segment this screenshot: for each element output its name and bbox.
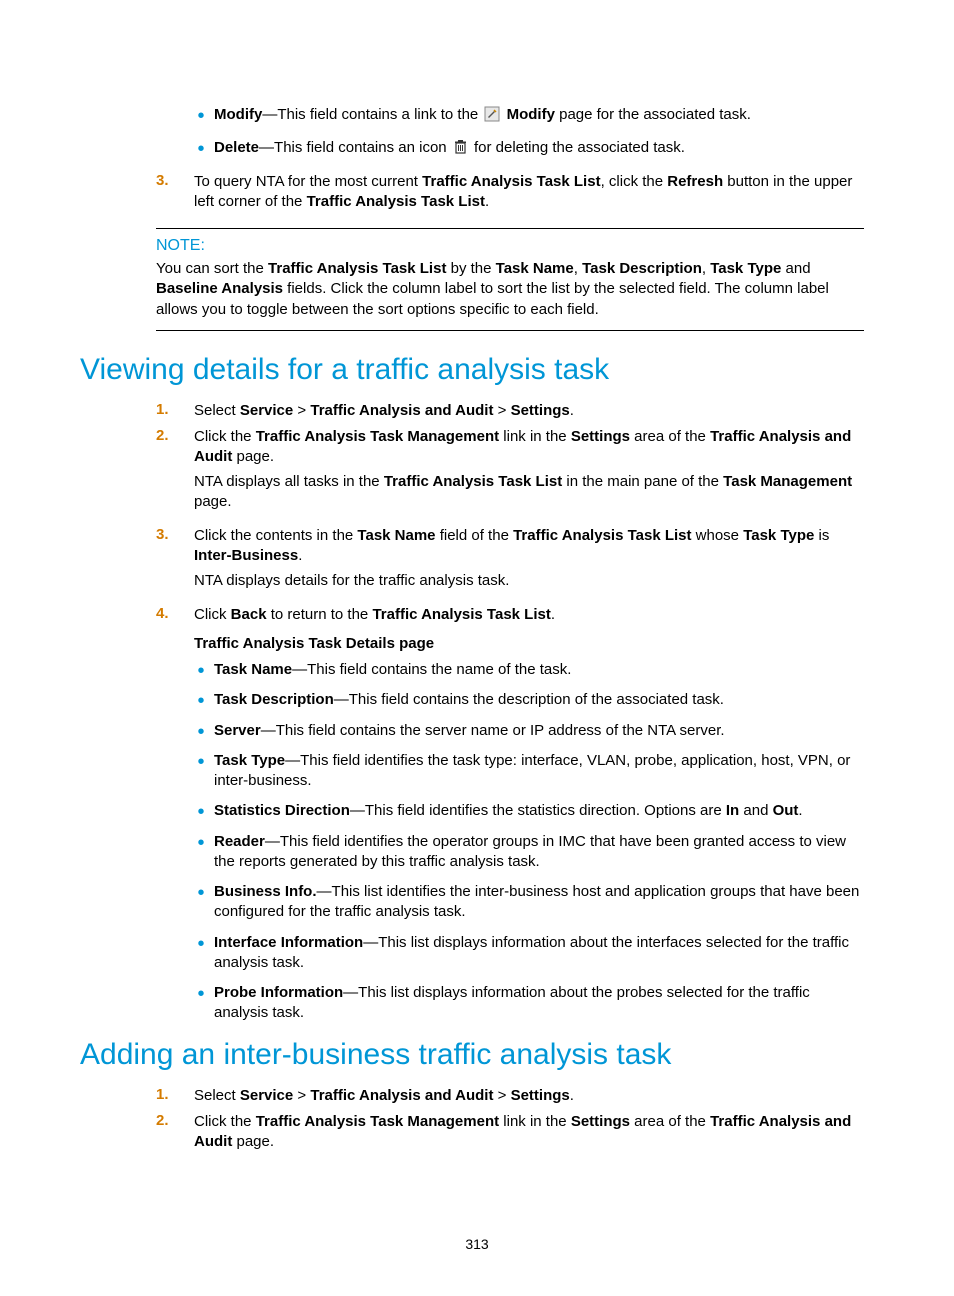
list-item-body: Modify—This field contains a link to the… — [214, 105, 864, 128]
bullet-icon: • — [90, 721, 214, 741]
bullet-icon: • — [90, 933, 214, 974]
note-label: NOTE: — [156, 237, 864, 255]
text: —This field contains an icon — [259, 139, 451, 156]
list-item: •Interface Information—This list display… — [90, 933, 864, 974]
list-item: •Probe Information—This list displays in… — [90, 983, 864, 1024]
step-3-para: NTA displays details for the traffic ana… — [194, 571, 864, 591]
step-3-list: 3. To query NTA for the most current Tra… — [90, 172, 864, 213]
bullet-icon: • — [90, 138, 214, 161]
list-item-body: Delete—This field contains an icon for d… — [214, 138, 864, 161]
details-subhead: Traffic Analysis Task Details page — [90, 635, 864, 652]
step-body: Select Service > Traffic Analysis and Au… — [194, 401, 864, 421]
step-2: 2. Click the Traffic Analysis Task Manag… — [90, 1112, 864, 1153]
modify-delete-list: • Modify—This field contains a link to t… — [90, 105, 864, 162]
text: —This field contains a link to the — [262, 106, 482, 123]
link-bold: Modify — [507, 106, 555, 123]
step-2-para: NTA displays all tasks in the Traffic An… — [194, 472, 864, 513]
details-list: •Task Name—This field contains the name … — [90, 660, 864, 1024]
step-body: Click the Traffic Analysis Task Manageme… — [194, 427, 864, 520]
list-item: •Task Description—This field contains th… — [90, 690, 864, 710]
adding-steps: 1. Select Service > Traffic Analysis and… — [90, 1086, 864, 1153]
step-number: 3. — [90, 172, 194, 213]
note-box: NOTE: You can sort the Traffic Analysis … — [156, 228, 864, 331]
list-item: •Business Info.—This list identifies the… — [90, 882, 864, 923]
heading-viewing: Viewing details for a traffic analysis t… — [80, 353, 864, 387]
text: page for the associated task. — [555, 106, 751, 123]
step-number: 2. — [90, 1112, 194, 1153]
step-2: 2. Click the Traffic Analysis Task Manag… — [90, 427, 864, 520]
step-body: Click the Traffic Analysis Task Manageme… — [194, 1112, 864, 1153]
list-item: •Reader—This field identifies the operat… — [90, 832, 864, 873]
page-313: • Modify—This field contains a link to t… — [0, 0, 954, 1296]
note-body: You can sort the Traffic Analysis Task L… — [156, 259, 864, 320]
bullet-icon: • — [90, 751, 214, 792]
delete-icon — [453, 139, 468, 161]
step-body: Click Back to return to the Traffic Anal… — [194, 605, 864, 625]
step-number: 2. — [90, 427, 194, 520]
bullet-icon: • — [90, 832, 214, 873]
page-number: 313 — [0, 1236, 954, 1252]
bullet-icon: • — [90, 105, 214, 128]
bullet-icon: • — [90, 882, 214, 923]
step-number: 1. — [90, 401, 194, 421]
step-1: 1. Select Service > Traffic Analysis and… — [90, 401, 864, 421]
text: for deleting the associated task. — [474, 139, 685, 156]
list-item: • Modify—This field contains a link to t… — [90, 105, 864, 128]
modify-icon — [484, 106, 500, 128]
step-body: To query NTA for the most current Traffi… — [194, 172, 864, 213]
bullet-icon: • — [90, 801, 214, 821]
lead-term: Modify — [214, 106, 262, 123]
bullet-icon: • — [90, 690, 214, 710]
bullet-icon: • — [90, 983, 214, 1024]
step-1: 1. Select Service > Traffic Analysis and… — [90, 1086, 864, 1106]
step-body: Select Service > Traffic Analysis and Au… — [194, 1086, 864, 1106]
lead-term: Delete — [214, 139, 259, 156]
step-number: 1. — [90, 1086, 194, 1106]
step-3: 3. To query NTA for the most current Tra… — [90, 172, 864, 213]
step-number: 4. — [90, 605, 194, 625]
step-4: 4. Click Back to return to the Traffic A… — [90, 605, 864, 625]
list-item: •Statistics Direction—This field identif… — [90, 801, 864, 821]
list-item: • Delete—This field contains an icon for… — [90, 138, 864, 161]
list-item: •Task Name—This field contains the name … — [90, 660, 864, 680]
list-item: •Server—This field contains the server n… — [90, 721, 864, 741]
bullet-icon: • — [90, 660, 214, 680]
heading-adding: Adding an inter-business traffic analysi… — [80, 1038, 864, 1072]
list-item: •Task Type—This field identifies the tas… — [90, 751, 864, 792]
viewing-steps: 1. Select Service > Traffic Analysis and… — [90, 401, 864, 625]
step-number: 3. — [90, 526, 194, 599]
step-3: 3. Click the contents in the Task Name f… — [90, 526, 864, 599]
step-body: Click the contents in the Task Name fiel… — [194, 526, 864, 599]
